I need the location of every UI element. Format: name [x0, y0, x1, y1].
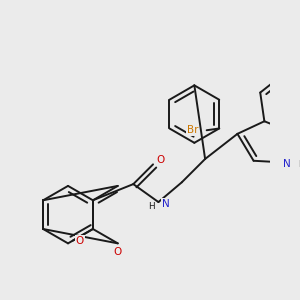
Text: N: N	[283, 159, 291, 170]
Text: H: H	[148, 202, 154, 211]
Text: O: O	[76, 236, 84, 246]
Text: H: H	[298, 160, 300, 169]
Text: N: N	[162, 199, 170, 209]
Text: Br: Br	[187, 125, 198, 135]
Text: O: O	[114, 247, 122, 257]
Text: O: O	[156, 155, 164, 165]
